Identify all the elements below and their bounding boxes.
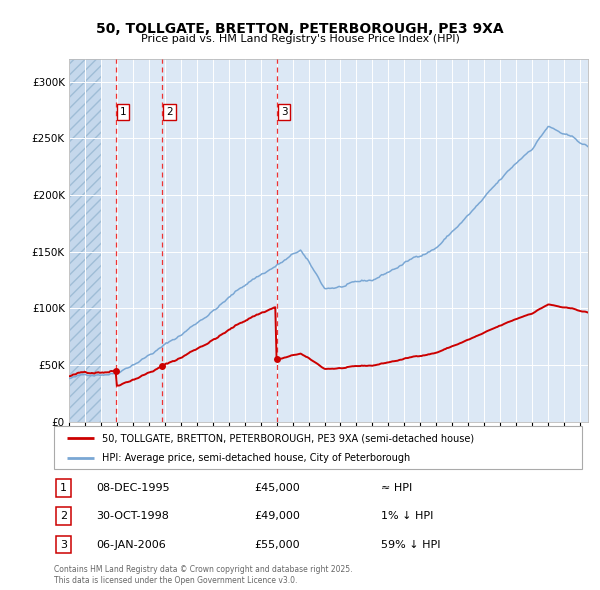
Text: £55,000: £55,000 [254,540,300,549]
Text: Price paid vs. HM Land Registry's House Price Index (HPI): Price paid vs. HM Land Registry's House … [140,34,460,44]
Text: £49,000: £49,000 [254,512,301,521]
Text: ≈ HPI: ≈ HPI [382,483,413,493]
Bar [69,59,101,422]
Text: 1% ↓ HPI: 1% ↓ HPI [382,512,434,521]
Text: 50, TOLLGATE, BRETTON, PETERBOROUGH, PE3 9XA (semi-detached house): 50, TOLLGATE, BRETTON, PETERBOROUGH, PE3… [101,433,473,443]
Text: 06-JAN-2006: 06-JAN-2006 [96,540,166,549]
Text: 2: 2 [60,512,67,521]
Text: Contains HM Land Registry data © Crown copyright and database right 2025.
This d: Contains HM Land Registry data © Crown c… [54,565,353,585]
Text: 3: 3 [60,540,67,549]
Text: 3: 3 [281,107,287,117]
Text: 08-DEC-1995: 08-DEC-1995 [96,483,170,493]
FancyBboxPatch shape [54,426,582,469]
Text: £45,000: £45,000 [254,483,301,493]
Text: 1: 1 [120,107,127,117]
Text: 59% ↓ HPI: 59% ↓ HPI [382,540,441,549]
Text: HPI: Average price, semi-detached house, City of Peterborough: HPI: Average price, semi-detached house,… [101,453,410,463]
Text: 2: 2 [166,107,173,117]
Text: 30-OCT-1998: 30-OCT-1998 [96,512,169,521]
Text: 50, TOLLGATE, BRETTON, PETERBOROUGH, PE3 9XA: 50, TOLLGATE, BRETTON, PETERBOROUGH, PE3… [96,22,504,36]
Text: 1: 1 [60,483,67,493]
